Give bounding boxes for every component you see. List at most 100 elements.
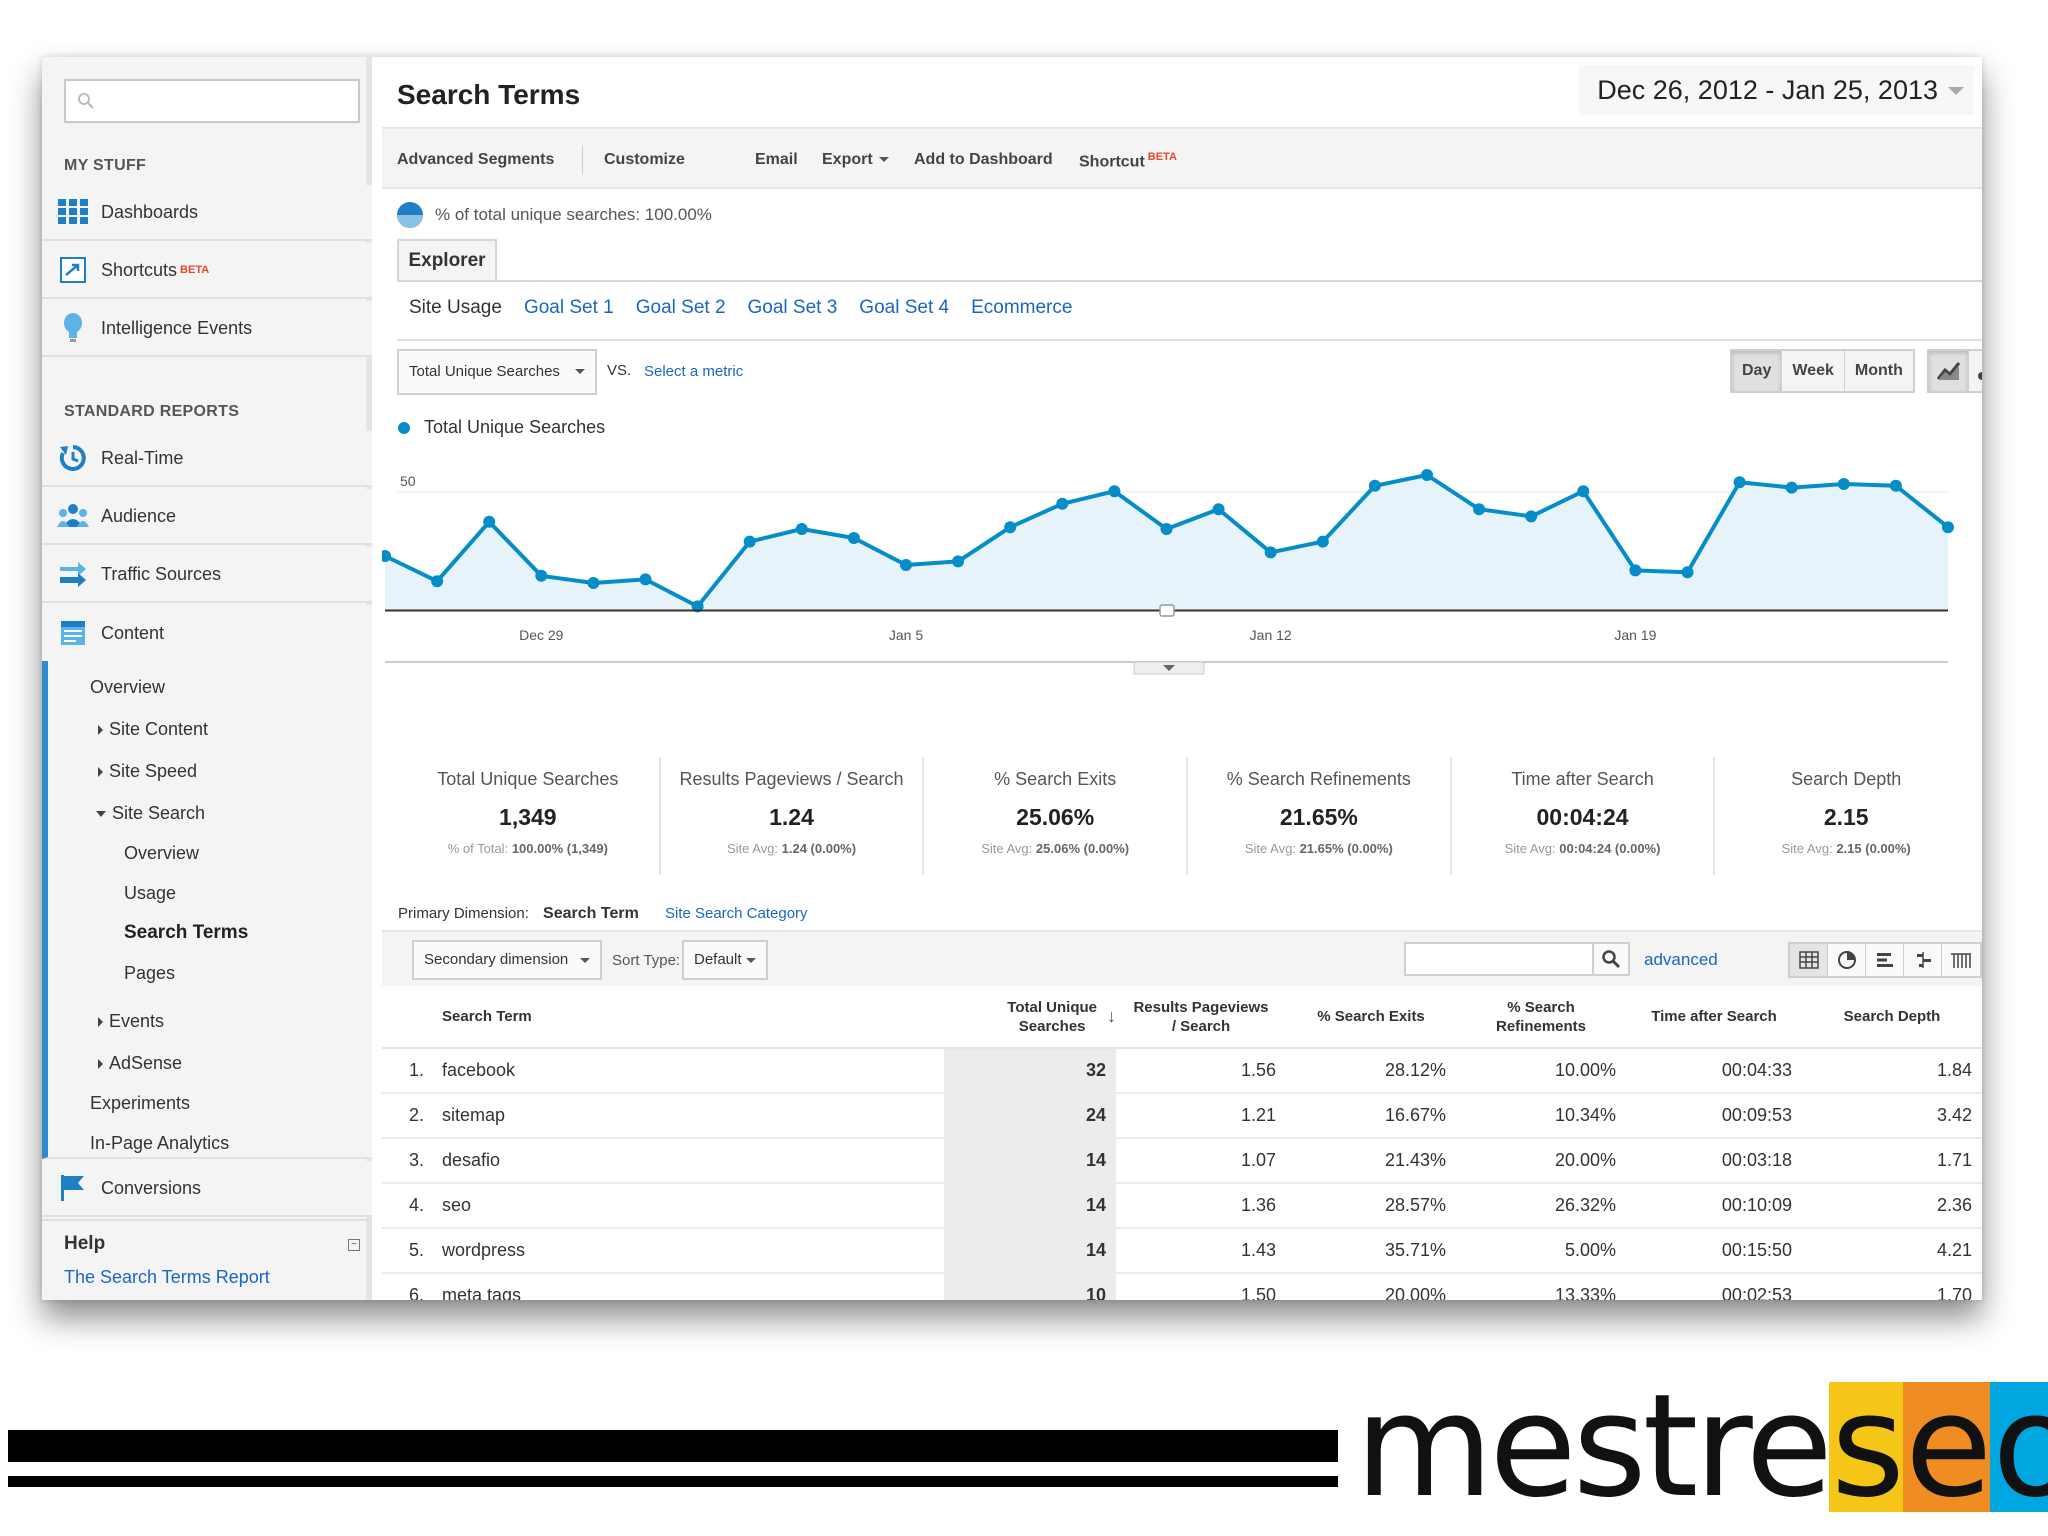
subtab-ecommerce[interactable]: Ecommerce xyxy=(971,297,1073,318)
search-exits-header[interactable]: % Search Exits xyxy=(1286,986,1456,1049)
sidebar-item-real-time[interactable]: Real-Time xyxy=(42,431,372,487)
add-to-dashboard-button[interactable]: Add to Dashboard xyxy=(914,151,1053,168)
data-point[interactable] xyxy=(952,555,965,568)
motion-chart-button[interactable] xyxy=(1969,351,1982,391)
site-search-overview-link[interactable]: Overview xyxy=(124,843,200,863)
line-chart-button[interactable] xyxy=(1929,351,1969,391)
search-depth-header[interactable]: Search Depth xyxy=(1802,986,1982,1049)
data-point[interactable] xyxy=(1473,503,1486,516)
month-button[interactable]: Month xyxy=(1854,362,1903,379)
data-point[interactable] xyxy=(1629,564,1642,577)
performance-view-button[interactable] xyxy=(1866,944,1904,976)
site-search-pages-link[interactable]: Pages xyxy=(124,963,176,983)
search-term-link[interactable]: seo xyxy=(424,1183,944,1229)
data-point[interactable] xyxy=(639,573,652,586)
data-point[interactable] xyxy=(1316,535,1329,548)
events-toggle[interactable]: Events xyxy=(98,1011,164,1032)
subtab-goal-set-1[interactable]: Goal Set 1 xyxy=(523,297,614,318)
data-point[interactable] xyxy=(1368,479,1381,492)
data-point[interactable] xyxy=(483,515,496,528)
data-point[interactable] xyxy=(1785,481,1798,494)
data-point[interactable] xyxy=(1056,497,1069,510)
adsense-toggle[interactable]: AdSense xyxy=(98,1053,182,1074)
search-term-link[interactable]: meta tags xyxy=(424,1273,944,1300)
search-refinements-header[interactable]: % Search Refinements xyxy=(1456,986,1626,1049)
pivot-view-button[interactable] xyxy=(1942,944,1980,976)
data-point[interactable] xyxy=(431,575,444,588)
data-point[interactable] xyxy=(1004,521,1017,534)
scorecard[interactable]: Results Pageviews / Search 1.24 Site Avg… xyxy=(661,757,925,875)
table-filter-input[interactable] xyxy=(1404,942,1594,976)
dimension-search-term[interactable]: Search Term xyxy=(543,905,639,922)
data-point[interactable] xyxy=(1421,469,1433,481)
data-point[interactable] xyxy=(691,600,704,613)
week-button[interactable]: Week xyxy=(1782,351,1845,391)
sidebar-item-audience[interactable]: Audience xyxy=(42,489,372,545)
scorecard[interactable]: Time after Search 00:04:24 Site Avg: 00:… xyxy=(1452,757,1716,875)
search-term-header[interactable]: Search Term xyxy=(424,986,944,1049)
table-view-button[interactable] xyxy=(1790,944,1828,976)
data-point[interactable] xyxy=(382,550,391,562)
data-point[interactable] xyxy=(1681,566,1694,579)
data-point[interactable] xyxy=(1264,546,1277,559)
time-after-search-header[interactable]: Time after Search xyxy=(1626,986,1802,1049)
data-point[interactable] xyxy=(795,523,808,535)
site-speed-toggle[interactable]: Site Speed xyxy=(98,761,197,782)
site-search-terms-link[interactable]: Search Terms xyxy=(124,922,249,943)
data-point[interactable] xyxy=(900,559,912,571)
subtab-goal-set-2[interactable]: Goal Set 2 xyxy=(635,297,726,318)
search-term-link[interactable]: facebook xyxy=(424,1048,944,1094)
subtab-goal-set-4[interactable]: Goal Set 4 xyxy=(859,297,950,318)
comparison-view-button[interactable] xyxy=(1904,944,1942,976)
date-range-picker[interactable]: Dec 26, 2012 - Jan 25, 2013 xyxy=(1579,65,1974,115)
data-point[interactable] xyxy=(847,532,860,544)
pie-view-button[interactable] xyxy=(1828,944,1866,976)
table-search-button[interactable] xyxy=(1592,942,1630,976)
annotation-marker-icon[interactable] xyxy=(1159,604,1175,617)
sidebar-search-input[interactable] xyxy=(64,79,360,123)
total-unique-searches-header[interactable]: Total Unique Searches ↓ xyxy=(944,986,1116,1049)
data-point[interactable] xyxy=(743,535,756,548)
tab-explorer[interactable]: Explorer xyxy=(397,239,497,281)
collapse-help-icon[interactable]: − xyxy=(348,1239,360,1251)
sidebar-item-traffic-sources[interactable]: Traffic Sources xyxy=(42,547,372,603)
search-term-link[interactable]: wordpress xyxy=(424,1228,944,1274)
site-search-usage-link[interactable]: Usage xyxy=(124,883,177,903)
sidebar-item-intelligence-events[interactable]: Intelligence Events xyxy=(42,301,372,357)
help-link[interactable]: The Search Terms Report xyxy=(64,1267,270,1287)
dimension-site-search-category[interactable]: Site Search Category xyxy=(664,905,808,922)
customize-button[interactable]: Customize xyxy=(604,151,685,168)
data-point[interactable] xyxy=(1108,485,1121,498)
advanced-filter-link[interactable]: advanced xyxy=(1644,950,1718,969)
scorecard[interactable]: Search Depth 2.15 Site Avg: 2.15 (0.00%) xyxy=(1715,757,1977,875)
search-term-link[interactable]: sitemap xyxy=(424,1093,944,1139)
data-point[interactable] xyxy=(1577,485,1590,498)
select-metric-link[interactable]: Select a metric xyxy=(644,363,744,380)
data-point[interactable] xyxy=(587,577,600,589)
data-point[interactable] xyxy=(1212,503,1225,516)
sidebar-item-content[interactable]: Content xyxy=(42,605,372,661)
data-point[interactable] xyxy=(1160,523,1173,535)
data-point[interactable] xyxy=(1525,510,1538,523)
subtab-site-usage[interactable]: Site Usage xyxy=(409,297,502,318)
sidebar-item-shortcuts[interactable]: Shortcuts BETA xyxy=(42,243,372,299)
subtab-goal-set-3[interactable]: Goal Set 3 xyxy=(747,297,838,318)
site-content-toggle[interactable]: Site Content xyxy=(98,719,208,740)
scorecard[interactable]: % Search Refinements 21.65% Site Avg: 21… xyxy=(1188,757,1452,875)
results-pageviews-header[interactable]: Results Pageviews / Search xyxy=(1116,986,1286,1049)
experiments-link[interactable]: Experiments xyxy=(90,1093,191,1113)
sidebar-item-conversions[interactable]: Conversions xyxy=(42,1161,372,1217)
secondary-dimension-dropdown[interactable]: Secondary dimension xyxy=(412,940,602,980)
day-button[interactable]: Day xyxy=(1732,351,1783,391)
scorecard[interactable]: % Search Exits 25.06% Site Avg: 25.06% (… xyxy=(924,757,1189,875)
data-point[interactable] xyxy=(1733,476,1746,489)
shortcut-button[interactable]: Shortcut BETA xyxy=(1079,151,1177,171)
sidebar-item-dashboards[interactable]: Dashboards xyxy=(42,185,372,241)
data-point[interactable] xyxy=(1942,521,1954,534)
data-point[interactable] xyxy=(535,569,548,582)
scorecard[interactable]: Total Unique Searches 1,349 % of Total: … xyxy=(397,757,661,875)
data-point[interactable] xyxy=(1889,479,1902,492)
email-button[interactable]: Email xyxy=(755,151,798,168)
export-button[interactable]: Export xyxy=(822,151,889,169)
data-point[interactable] xyxy=(1837,478,1850,490)
